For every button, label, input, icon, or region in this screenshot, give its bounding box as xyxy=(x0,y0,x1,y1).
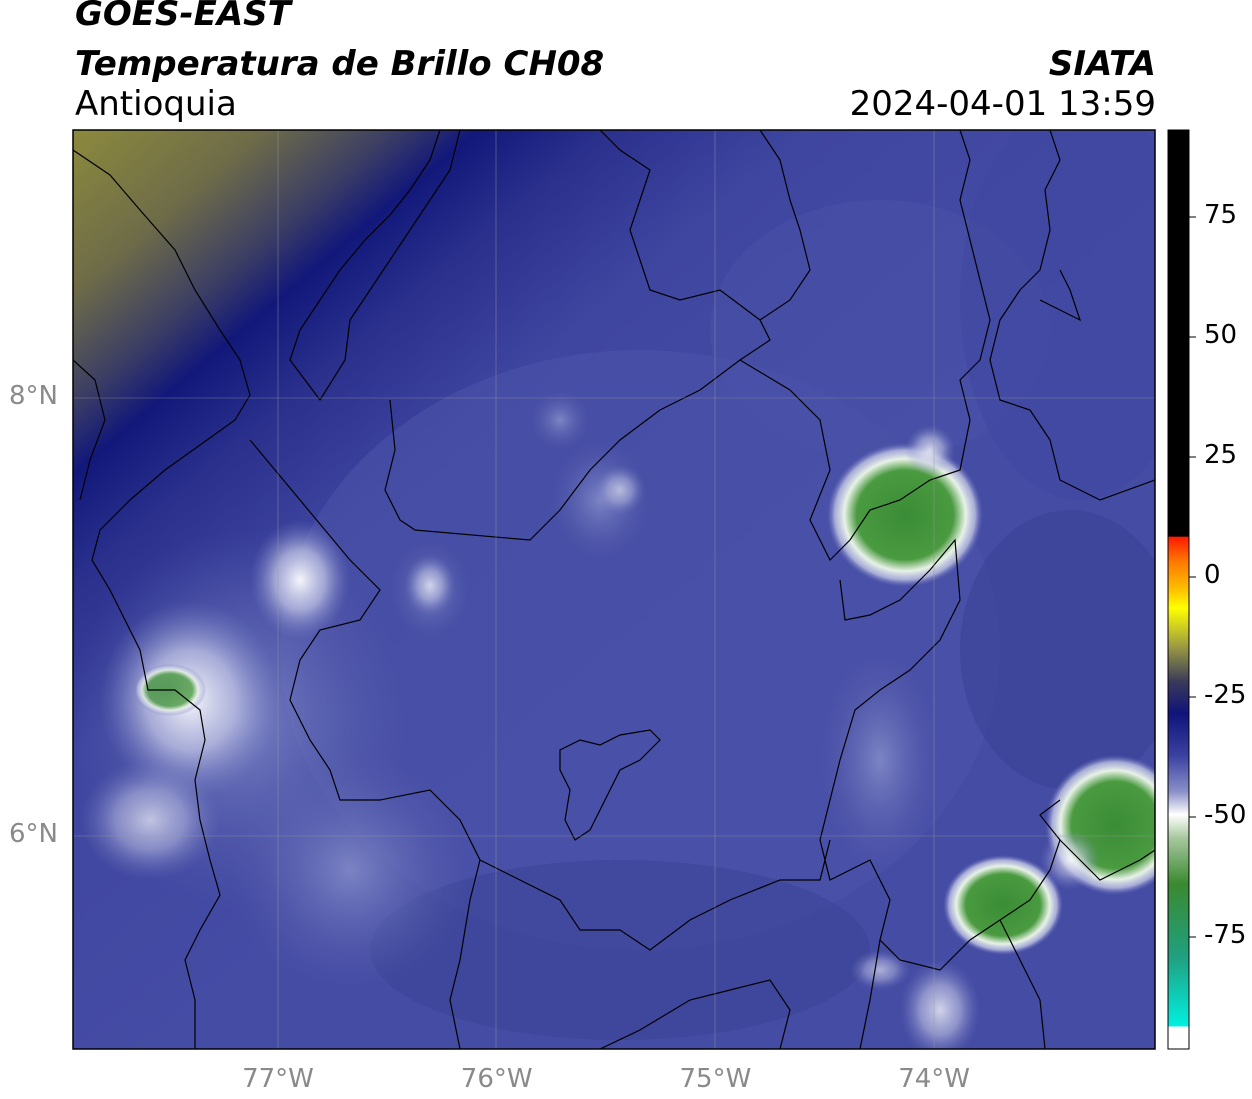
colorbar-tick-label: -25 xyxy=(1204,680,1247,710)
datetime-label: 2024-04-01 13:59 xyxy=(849,84,1156,124)
lon-label: 74°W xyxy=(898,1064,970,1094)
colorbar-tick-label: 50 xyxy=(1204,320,1238,350)
lat-label: 6°N xyxy=(9,819,58,849)
colorbar-tick-label: -75 xyxy=(1204,920,1247,950)
colorbar-tick-label: -50 xyxy=(1204,800,1247,830)
brightness-temperature-field xyxy=(73,130,1155,1049)
lat-label: 8°N xyxy=(9,381,58,411)
colorbar xyxy=(1167,129,1196,1050)
colorbar-tick-label: 75 xyxy=(1204,200,1238,230)
lon-label: 77°W xyxy=(242,1064,314,1094)
boundary-lines xyxy=(73,130,1155,1049)
agency-label: SIATA xyxy=(1048,44,1156,84)
colorbar-tick-label: 25 xyxy=(1204,440,1238,470)
lon-label: 75°W xyxy=(679,1064,752,1094)
map-frame xyxy=(72,129,1156,1050)
region-label: Antioquia xyxy=(75,84,237,124)
colorbar-tick-label: 0 xyxy=(1204,560,1221,590)
lon-label: 76°W xyxy=(460,1064,533,1094)
graticule xyxy=(73,130,1155,1049)
satellite-title: GOES-EAST xyxy=(75,0,291,34)
product-title: Temperatura de Brillo CH08 xyxy=(75,44,605,84)
